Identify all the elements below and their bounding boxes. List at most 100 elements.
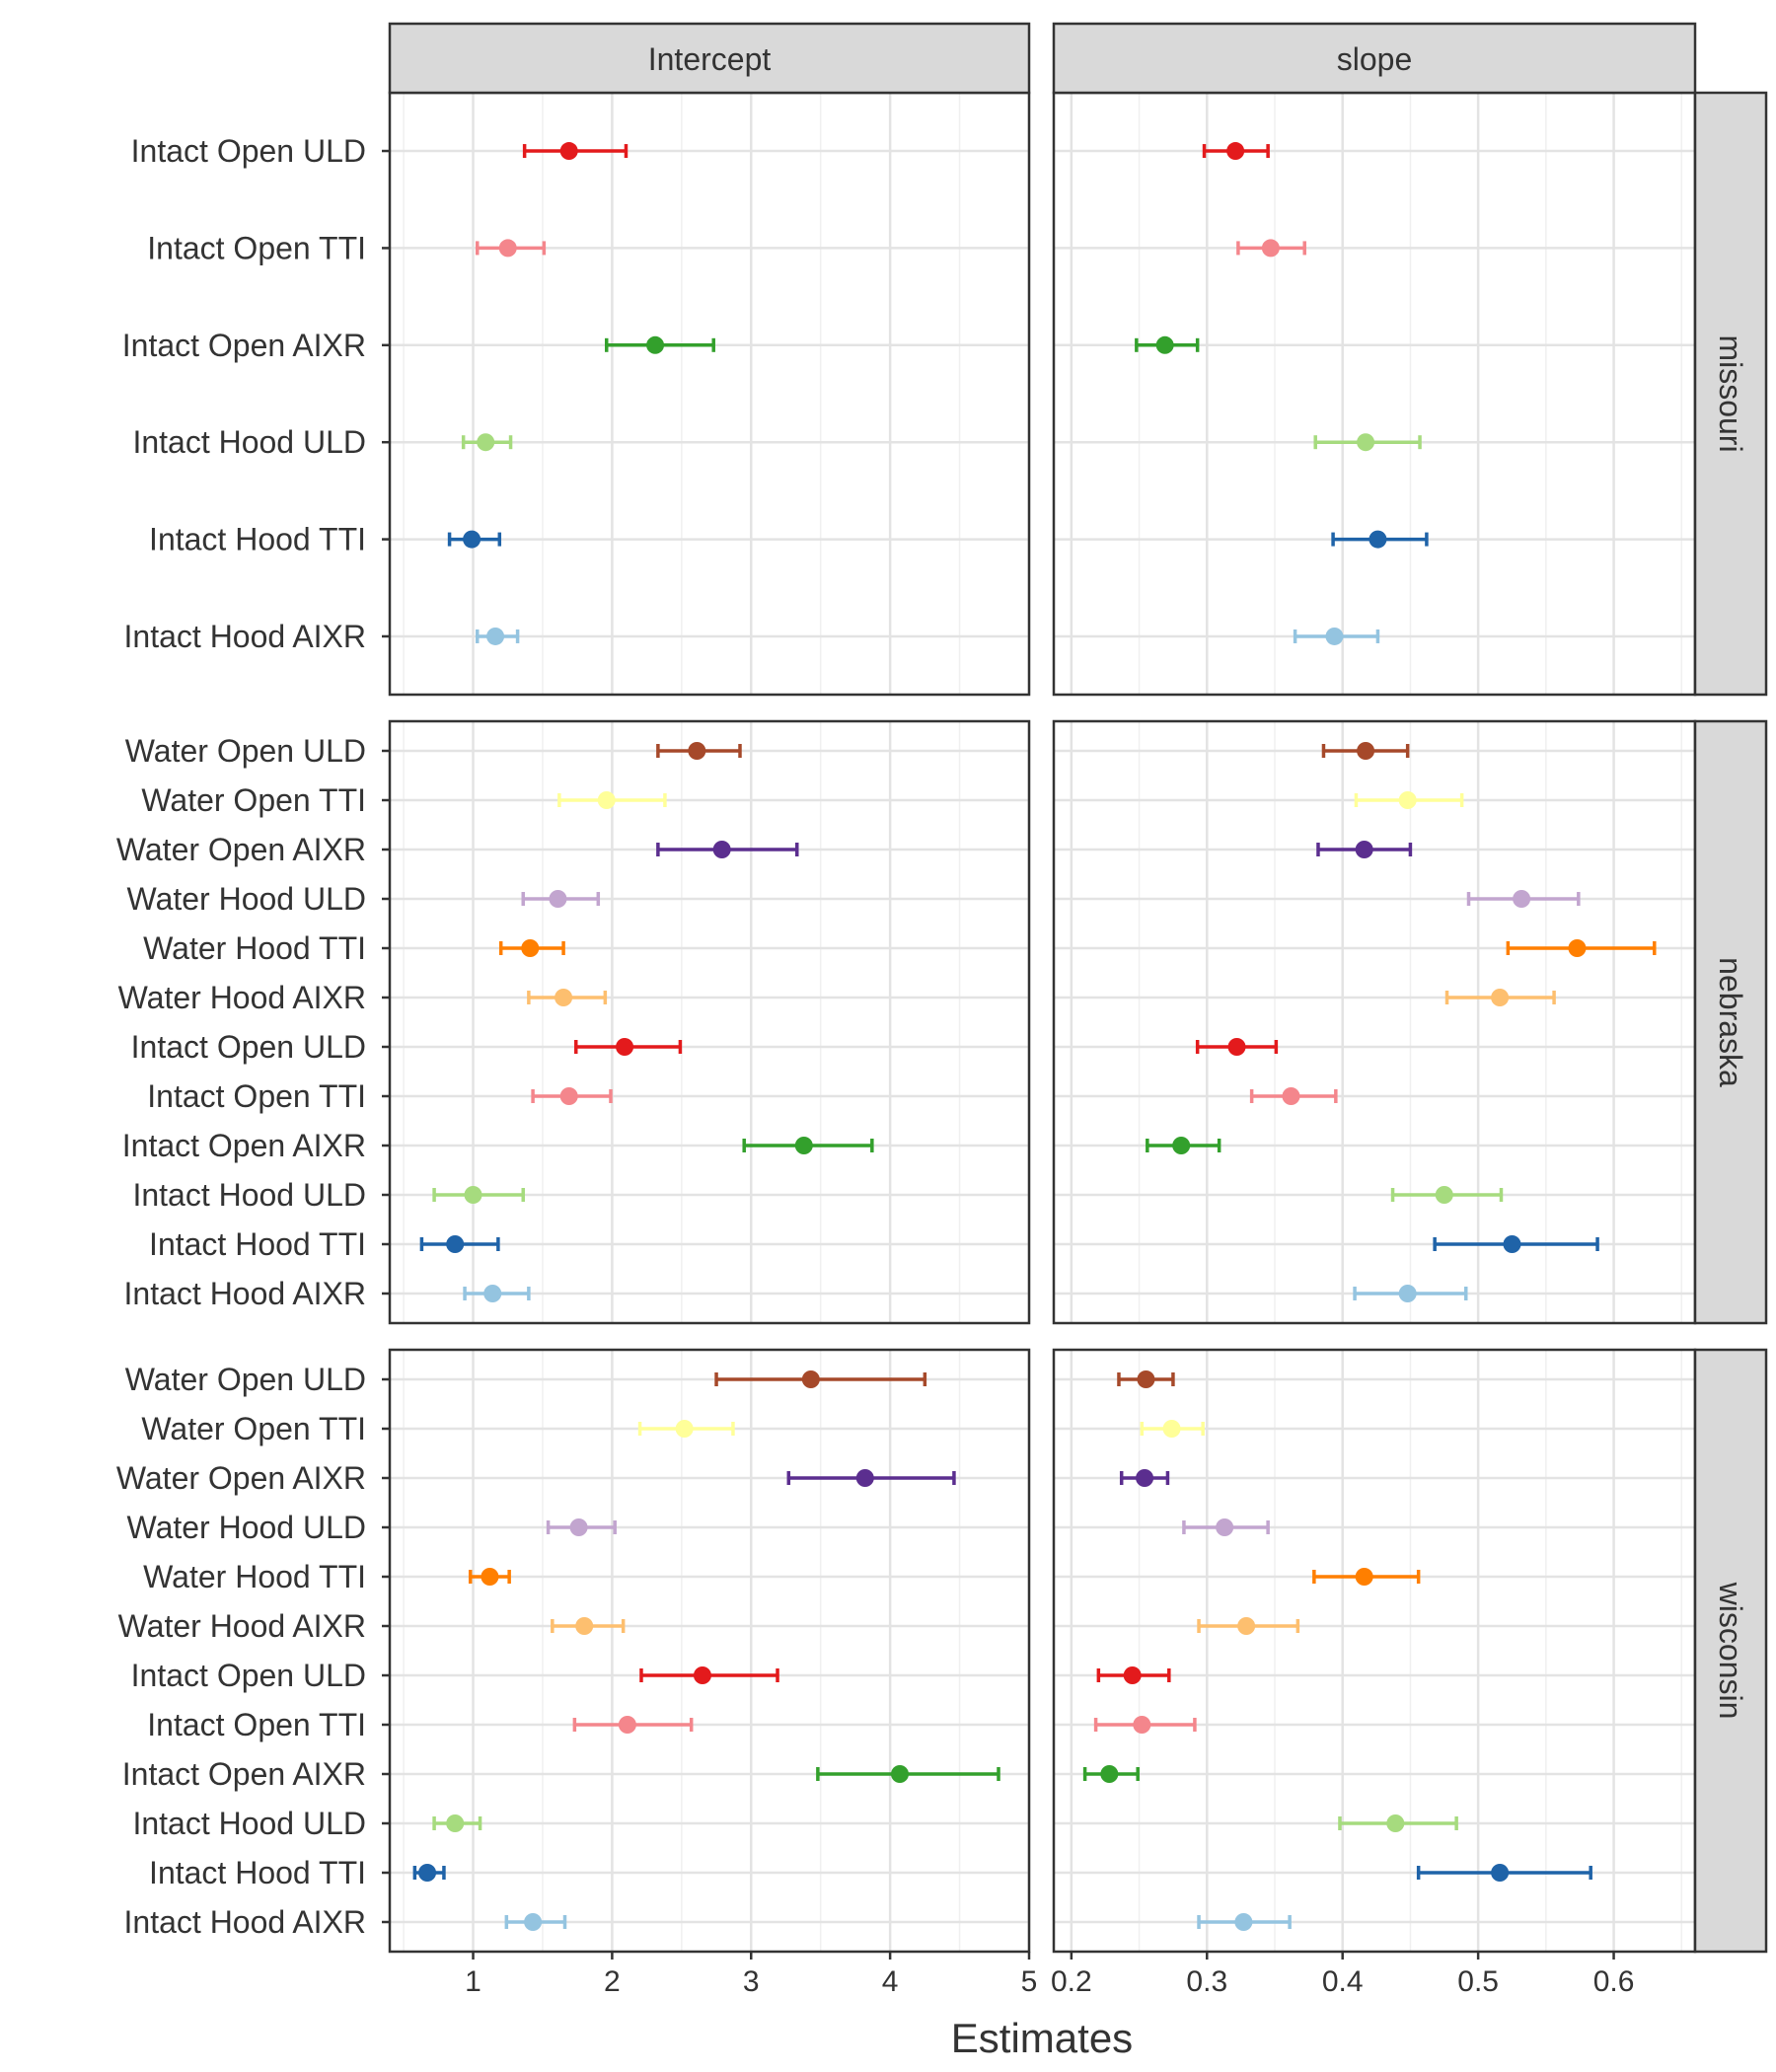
- estimate-point: [1369, 530, 1387, 549]
- estimate-point: [675, 1420, 694, 1438]
- point-range-wisconsin-intercept-intact-hood-uld: [432, 1814, 482, 1832]
- point-range-nebraska-slope-intact-hood-tti: [1433, 1235, 1599, 1253]
- panel-border: [388, 1348, 1031, 1954]
- x-tick-label: 5: [1021, 1965, 1038, 1998]
- point-range-missouri-intercept-intact-hood-uld: [461, 433, 513, 452]
- category-label-intact-hood-uld: Intact Hood ULD: [132, 424, 366, 460]
- point-range-nebraska-slope-water-hood-aixr: [1444, 989, 1556, 1006]
- estimate-point: [559, 142, 578, 161]
- point-range-nebraska-intercept-water-hood-uld: [521, 890, 601, 908]
- estimate-point: [1136, 1469, 1154, 1487]
- category-label-water-hood-tti: Water Hood TTI: [143, 930, 366, 966]
- strip-wisconsin: [1693, 1348, 1768, 1954]
- estimate-point: [1491, 1864, 1510, 1882]
- category-label-intact-hood-tti: Intact Hood TTI: [149, 522, 366, 557]
- estimate-point: [1568, 939, 1587, 957]
- estimate-point: [1491, 989, 1510, 1006]
- estimate-point: [1398, 791, 1417, 809]
- facet-strips: Intercept slope missouri nebraska wisconsin: [388, 22, 1768, 1954]
- x-tick-label: 0.5: [1457, 1965, 1499, 1998]
- panel-backgrounds: [390, 93, 1695, 1952]
- x-tick-label: 4: [882, 1965, 899, 1998]
- point-range-nebraska-slope-water-open-uld: [1321, 742, 1410, 760]
- estimate-point: [575, 1617, 594, 1635]
- category-label-water-hood-aixr: Water Hood AIXR: [118, 980, 366, 1015]
- point-range-missouri-slope-intact-hood-tti: [1331, 530, 1429, 549]
- point-range-nebraska-intercept-intact-open-uld: [574, 1038, 683, 1056]
- point-range-wisconsin-intercept-water-open-tti: [637, 1420, 735, 1438]
- category-label-intact-hood-uld: Intact Hood ULD: [132, 1806, 366, 1841]
- estimate-point: [559, 1087, 578, 1105]
- point-range-nebraska-intercept-intact-hood-aixr: [463, 1285, 531, 1302]
- estimate-point: [1133, 1716, 1151, 1734]
- point-range-wisconsin-slope-intact-hood-uld: [1338, 1814, 1458, 1832]
- estimate-point: [1435, 1186, 1453, 1204]
- panel-bg: [1054, 93, 1695, 695]
- panel-border: [388, 719, 1031, 1325]
- estimate-point: [1357, 433, 1375, 452]
- estimate-point: [477, 433, 495, 452]
- estimate-point: [618, 1716, 636, 1734]
- panel-bg: [390, 93, 1029, 695]
- estimate-point: [1355, 841, 1373, 858]
- estimate-point: [521, 939, 540, 957]
- estimate-point: [693, 1666, 711, 1684]
- strip-label-wisconsin: wisconsin: [1713, 1582, 1748, 1720]
- point-range-nebraska-slope-intact-open-aixr: [1146, 1137, 1221, 1154]
- estimate-point: [1282, 1087, 1300, 1105]
- strip-missouri: [1693, 91, 1768, 697]
- estimate-point: [464, 1186, 482, 1204]
- x-tick-label: 1: [465, 1965, 481, 1998]
- point-range-wisconsin-slope-water-open-uld: [1117, 1370, 1175, 1388]
- point-range-wisconsin-slope-water-hood-aixr: [1197, 1617, 1300, 1635]
- point-range-missouri-slope-intact-open-uld: [1202, 142, 1270, 161]
- x-tick-label: 0.6: [1593, 1965, 1635, 1998]
- panel-bg: [1054, 721, 1695, 1323]
- point-range-missouri-slope-intact-open-tti: [1236, 239, 1306, 258]
- estimate-point: [446, 1814, 465, 1832]
- estimate-point: [1398, 1285, 1417, 1302]
- estimate-point: [1357, 742, 1375, 760]
- point-range-nebraska-intercept-intact-open-tti: [531, 1087, 613, 1105]
- point-range-nebraska-intercept-water-hood-aixr: [527, 989, 608, 1006]
- point-range-nebraska-intercept-intact-hood-tti: [419, 1235, 500, 1253]
- estimate-point: [1386, 1814, 1405, 1832]
- category-label-water-open-uld: Water Open ULD: [125, 733, 366, 769]
- point-range-wisconsin-slope-intact-open-uld: [1096, 1666, 1171, 1684]
- category-label-intact-open-uld: Intact Open ULD: [131, 1029, 366, 1065]
- strip-label-nebraska: nebraska: [1713, 957, 1748, 1087]
- point-range-wisconsin-slope-intact-hood-aixr: [1197, 1913, 1292, 1931]
- category-label-intact-open-tti: Intact Open TTI: [147, 1078, 366, 1114]
- category-label-intact-hood-aixr: Intact Hood AIXR: [124, 619, 366, 654]
- point-range-missouri-intercept-intact-hood-tti: [447, 530, 502, 549]
- estimate-point: [555, 989, 573, 1006]
- point-range-wisconsin-intercept-water-hood-tti: [468, 1568, 511, 1586]
- x-tick-label: 2: [604, 1965, 621, 1998]
- point-range-wisconsin-slope-water-open-aixr: [1119, 1469, 1170, 1487]
- point-range-nebraska-slope-water-hood-tti: [1506, 939, 1657, 957]
- category-label-intact-open-tti: Intact Open TTI: [147, 230, 366, 265]
- point-range-nebraska-slope-water-open-tti: [1354, 791, 1464, 809]
- category-label-water-hood-uld: Water Hood ULD: [127, 1510, 366, 1545]
- x-axis-title: Estimates: [951, 2015, 1133, 2061]
- point-range-wisconsin-intercept-intact-hood-aixr: [504, 1913, 567, 1931]
- x-tick-label: 0.4: [1322, 1965, 1364, 1998]
- category-label-intact-open-aixr: Intact Open AIXR: [122, 328, 366, 363]
- category-label-intact-open-uld: Intact Open ULD: [131, 133, 366, 169]
- estimate-point: [1155, 335, 1174, 354]
- point-range-nebraska-intercept-water-open-tti: [557, 791, 667, 809]
- point-range-wisconsin-intercept-intact-open-uld: [639, 1666, 779, 1684]
- strip-intercept: [388, 22, 1031, 95]
- estimate-point: [418, 1864, 437, 1882]
- estimate-point: [481, 1568, 499, 1586]
- axes: Intact Open ULD Intact Open TTI Intact Ope…: [116, 133, 1635, 1998]
- category-label-water-hood-aixr: Water Hood AIXR: [118, 1608, 366, 1644]
- point-range-nebraska-slope-water-open-aixr: [1316, 841, 1413, 858]
- point-range-wisconsin-slope-intact-hood-tti: [1416, 1864, 1592, 1882]
- category-label-water-open-aixr: Water Open AIXR: [116, 832, 366, 867]
- point-range-nebraska-slope-water-hood-uld: [1466, 890, 1581, 908]
- estimate-point: [1234, 1913, 1253, 1931]
- category-label-intact-open-aixr: Intact Open AIXR: [122, 1128, 366, 1163]
- estimate-point: [483, 1285, 502, 1302]
